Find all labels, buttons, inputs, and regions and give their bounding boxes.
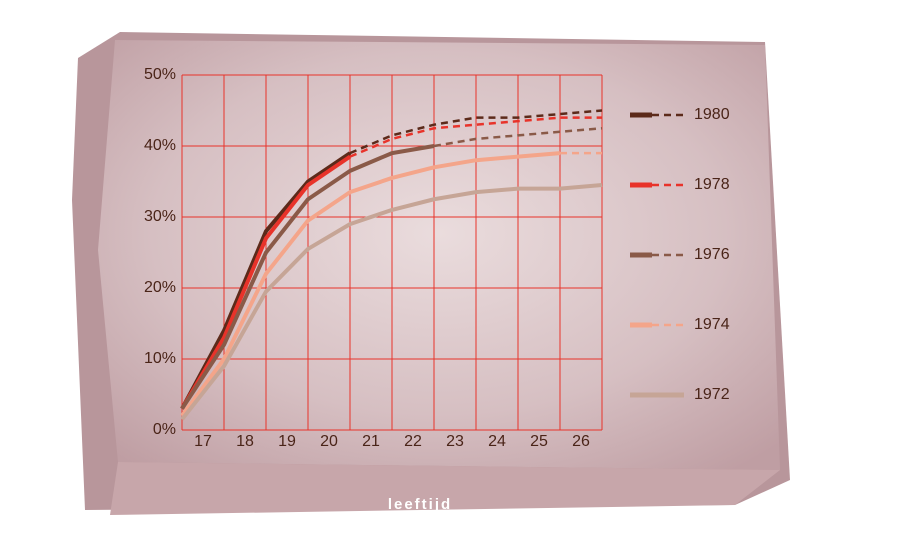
line-series [180,183,603,421]
stone-bottom [110,462,780,515]
x-tick-label: 22 [404,433,422,450]
x-tick-label: 24 [488,433,506,450]
y-tick-label: 0% [153,421,176,438]
legend-label: 1978 [694,176,730,193]
y-tick-label: 40% [144,137,176,154]
y-tick-label: 10% [144,350,176,367]
x-tick-label: 21 [362,433,380,450]
line-series [433,127,603,148]
x-tick-label: 23 [446,433,464,450]
y-tick-label: 30% [144,208,176,225]
x-tick-label: 26 [572,433,590,450]
line-series [180,151,561,417]
line-series [180,151,352,410]
legend-label: 1972 [694,386,730,403]
x-axis-label: leeftijd [388,496,452,513]
legend-label: 1976 [694,246,730,263]
line-series [180,154,352,410]
x-tick-label: 25 [530,433,548,450]
line-series [180,144,435,410]
legend-label: 1974 [694,316,730,333]
x-tick-label: 17 [194,433,212,450]
y-tick-label: 50% [144,66,176,83]
legend-label: 1980 [694,106,730,123]
x-tick-label: 18 [236,433,254,450]
x-tick-label: 19 [278,433,296,450]
x-tick-label: 20 [320,433,338,450]
stone-face [98,40,780,470]
y-tick-label: 20% [144,279,176,296]
